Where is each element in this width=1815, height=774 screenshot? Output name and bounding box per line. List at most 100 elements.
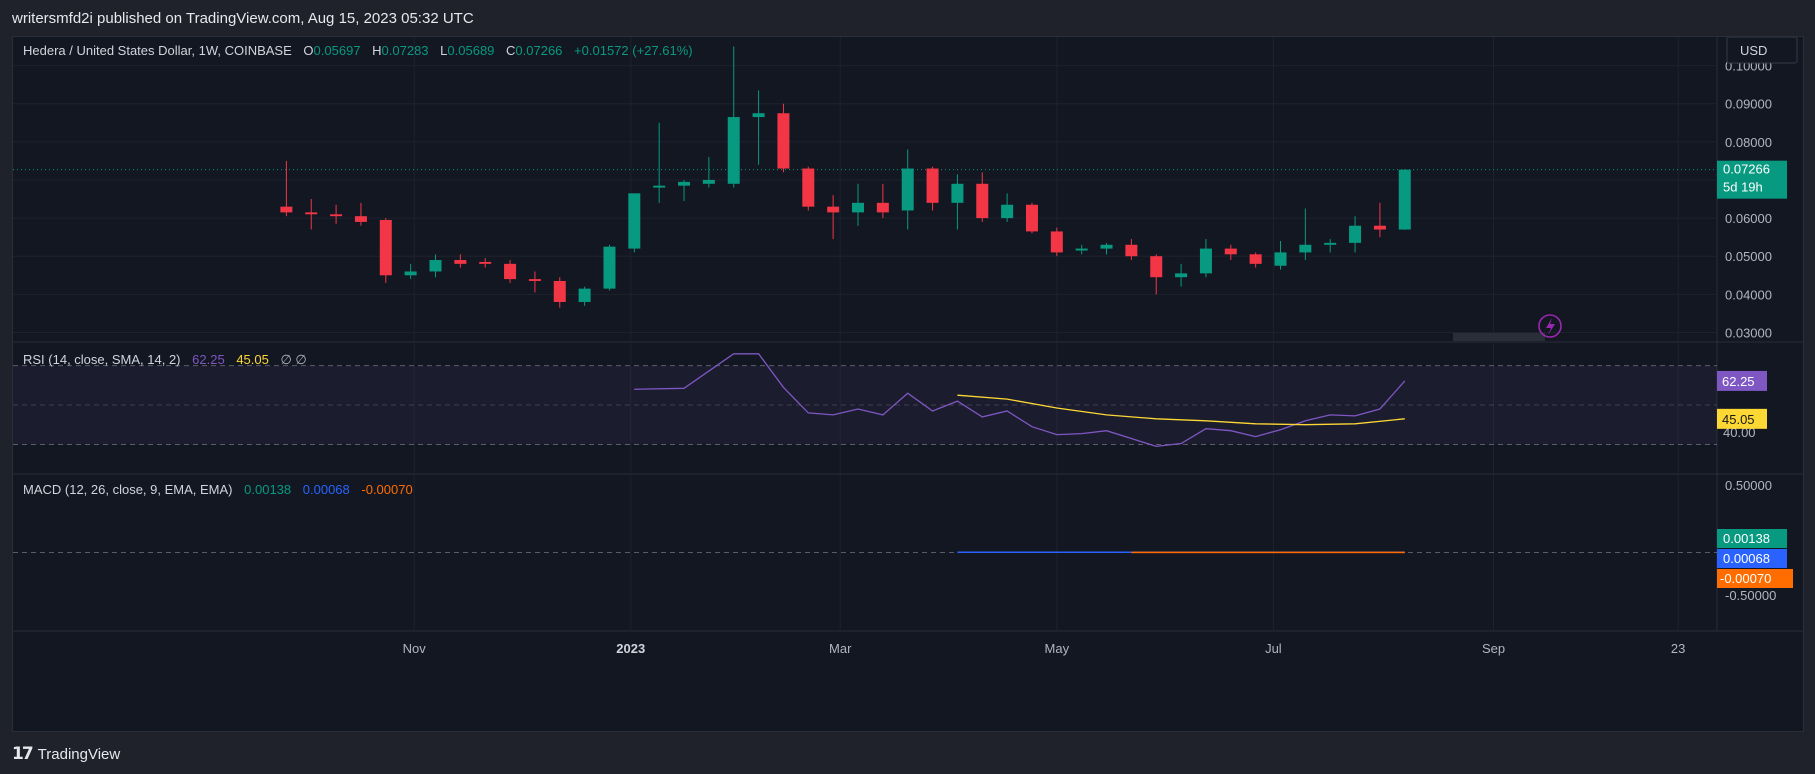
time-tick-label: 2023 bbox=[616, 641, 645, 656]
candle-body bbox=[479, 261, 492, 264]
tradingview-logo[interactable]: 17 TradingView bbox=[12, 744, 120, 764]
candle bbox=[1199, 239, 1212, 278]
histogram-badge bbox=[1717, 569, 1793, 588]
candle bbox=[429, 254, 442, 278]
candle bbox=[628, 193, 641, 253]
candle-body bbox=[876, 202, 889, 213]
candle-body bbox=[330, 214, 343, 217]
candle bbox=[702, 157, 715, 188]
candle-body bbox=[1274, 252, 1287, 266]
last-price-value: 0.07266 bbox=[1723, 162, 1770, 177]
scroll-handle[interactable] bbox=[1453, 333, 1545, 341]
candle-body bbox=[1299, 244, 1312, 253]
candle bbox=[280, 160, 293, 217]
candle bbox=[1324, 239, 1337, 253]
candle bbox=[653, 122, 666, 203]
candle bbox=[901, 149, 914, 230]
close-label: C bbox=[506, 43, 515, 58]
candle-body bbox=[280, 206, 293, 213]
candle-body bbox=[951, 183, 964, 203]
candle-body bbox=[727, 117, 740, 184]
rsi-sma-line bbox=[957, 394, 1405, 426]
time-tick-label: Sep bbox=[1482, 641, 1505, 656]
macd-value: 0.00138 bbox=[244, 482, 291, 497]
candle bbox=[305, 199, 318, 230]
candle bbox=[1125, 239, 1138, 261]
macd-badge-value: 0.00138 bbox=[1723, 531, 1770, 546]
candle bbox=[528, 271, 541, 293]
candle-body bbox=[976, 183, 989, 219]
candle-body bbox=[1050, 231, 1063, 253]
candle-body bbox=[578, 288, 591, 302]
open-value: 0.05697 bbox=[314, 43, 361, 58]
candle-body bbox=[404, 271, 417, 276]
candle-body bbox=[528, 279, 541, 281]
price-tick-label: 0.09000 bbox=[1725, 97, 1772, 112]
time-tick-label: 23 bbox=[1671, 641, 1685, 656]
low-label: L bbox=[440, 43, 447, 58]
candles-layer bbox=[280, 46, 1411, 308]
tradingview-wordmark: TradingView bbox=[37, 745, 121, 763]
candle bbox=[504, 260, 517, 283]
candle-body bbox=[1125, 244, 1138, 257]
candle bbox=[827, 195, 840, 240]
candle bbox=[777, 103, 790, 173]
last-price-badge: 0.07266 5d 19h bbox=[1717, 160, 1787, 199]
candle bbox=[1050, 227, 1063, 257]
candle bbox=[1373, 202, 1386, 238]
candle bbox=[479, 258, 492, 268]
high-label: H bbox=[372, 43, 381, 58]
candle bbox=[876, 183, 889, 219]
price-tick-label: 0.03000 bbox=[1725, 325, 1772, 340]
main-legend: Hedera / United States Dollar, 1W, COINB… bbox=[23, 43, 693, 58]
candle-body bbox=[926, 168, 939, 203]
candle-body bbox=[354, 216, 367, 222]
candle-body bbox=[901, 168, 914, 211]
rsi-line bbox=[634, 353, 1406, 448]
currency-button[interactable]: USD bbox=[1726, 36, 1798, 64]
candle-body bbox=[1349, 225, 1362, 243]
candle bbox=[330, 204, 343, 224]
candle bbox=[852, 183, 864, 226]
signal-badge-value: 0.00068 bbox=[1723, 551, 1770, 566]
candle bbox=[354, 202, 367, 226]
rsi-band bbox=[13, 365, 1717, 445]
time-tick-label: Nov bbox=[403, 641, 427, 656]
candle bbox=[1274, 240, 1287, 270]
histogram-value: -0.00070 bbox=[361, 482, 412, 497]
candle bbox=[1398, 169, 1411, 230]
candle bbox=[603, 244, 616, 291]
last-price-countdown: 5d 19h bbox=[1723, 180, 1763, 195]
currency-label[interactable]: USD bbox=[1740, 43, 1767, 58]
candle-body bbox=[1075, 248, 1088, 251]
candle-body bbox=[1100, 244, 1113, 249]
chart-canvas[interactable]: 0.030000.040000.050000.060000.070000.080… bbox=[13, 36, 1803, 731]
open-label: O bbox=[303, 43, 313, 58]
rsi-band-layer bbox=[13, 365, 1717, 445]
candle-body bbox=[553, 281, 566, 302]
candle bbox=[678, 179, 691, 201]
candle bbox=[1224, 244, 1237, 261]
candle bbox=[1349, 216, 1362, 253]
close-value: 0.07266 bbox=[515, 43, 562, 58]
rsi-badge bbox=[1717, 370, 1767, 391]
macd-axis: 0.50000 -0.50000 0.00138 0.00068 -0.0007… bbox=[1717, 478, 1793, 603]
time-tick-label: May bbox=[1045, 641, 1070, 656]
high-value: 0.07283 bbox=[382, 43, 429, 58]
price-tick-label: 0.06000 bbox=[1725, 211, 1772, 226]
candle-body bbox=[653, 185, 666, 188]
lightning-icon[interactable] bbox=[1453, 314, 1562, 341]
rsi-label: RSI (14, close, SMA, 14, 2) bbox=[23, 352, 181, 367]
candle-body bbox=[1398, 169, 1411, 230]
macd-legend: MACD (12, 26, close, 9, EMA, EMA) 0.0013… bbox=[23, 482, 413, 497]
candle bbox=[1075, 244, 1088, 255]
rsi-value: 62.25 bbox=[192, 352, 225, 367]
candle-body bbox=[752, 113, 765, 118]
tradingview-icon: 17 bbox=[12, 744, 34, 764]
candle-body bbox=[603, 246, 616, 289]
candle bbox=[926, 166, 939, 211]
axis-layer: 0.030000.040000.050000.060000.070000.080… bbox=[403, 59, 1772, 656]
price-tick-label: 0.04000 bbox=[1725, 287, 1772, 302]
candle bbox=[1175, 263, 1188, 287]
symbol-label: Hedera / United States Dollar, 1W, COINB… bbox=[23, 43, 292, 58]
